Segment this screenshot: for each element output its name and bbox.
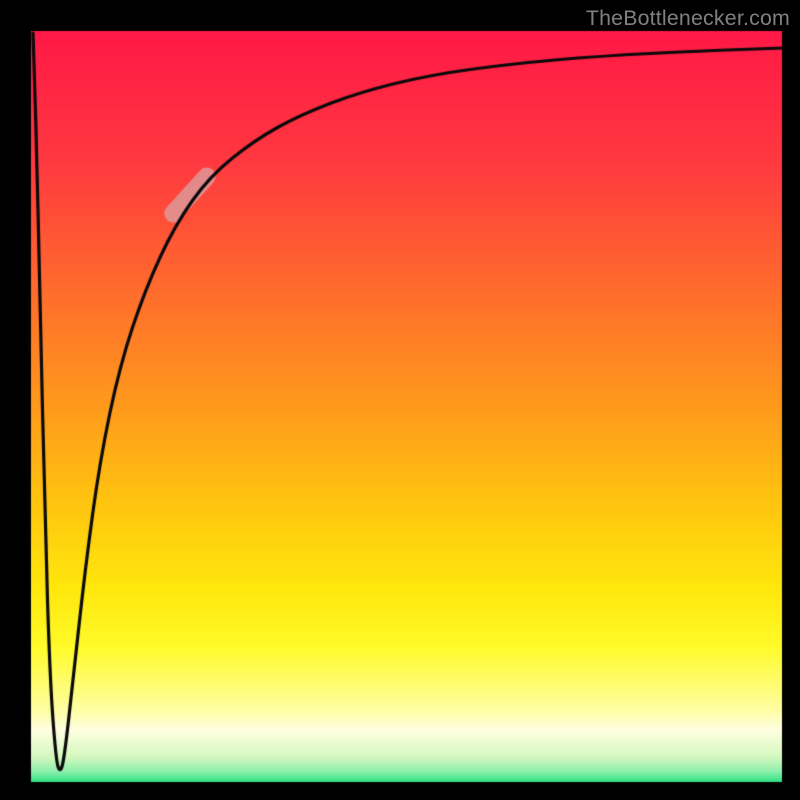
- chart-stage: TheBottlenecker.com: [0, 0, 800, 800]
- plot-canvas: [0, 0, 800, 800]
